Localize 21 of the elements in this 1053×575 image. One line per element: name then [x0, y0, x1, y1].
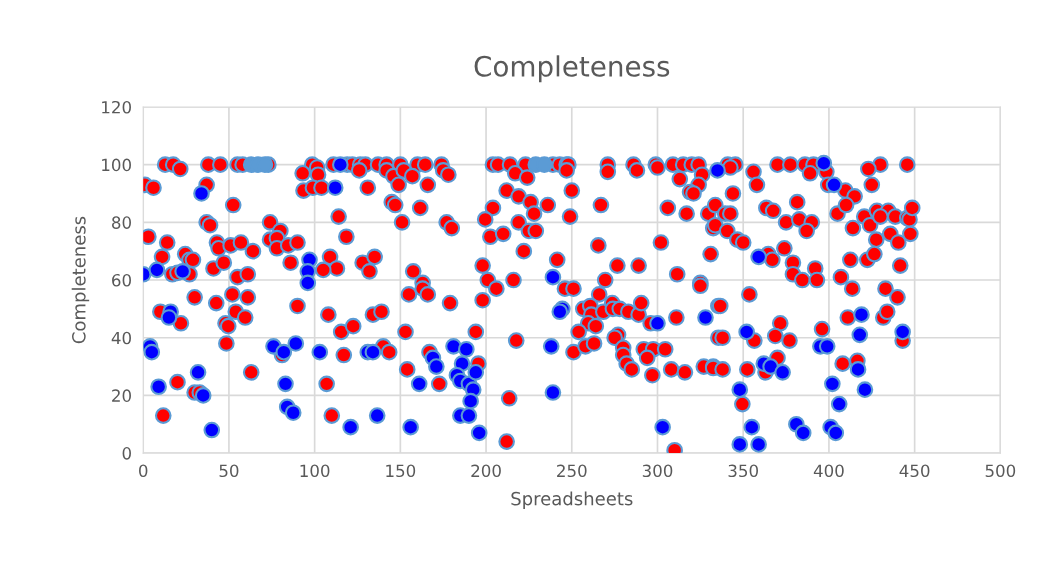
x-tick-label: 50: [219, 464, 239, 478]
y-tick-label: 60: [112, 273, 131, 287]
x-tick-label: 500: [985, 464, 1016, 478]
x-tick-label: 100: [300, 464, 330, 478]
x-tick-label: 250: [557, 464, 587, 478]
x-tick-label: 450: [899, 464, 930, 478]
x-tick-label: 300: [642, 464, 673, 478]
x-tick-label: 0: [139, 464, 148, 478]
x-tick-label: 350: [728, 464, 759, 478]
x-tick-label: 200: [471, 464, 501, 478]
y-tick-label: 100: [102, 158, 131, 172]
x-tick-label: 400: [813, 464, 844, 478]
y-axis-title: Completeness: [71, 216, 90, 344]
y-tick-label: 0: [122, 447, 131, 460]
x-axis-title: Spreadsheets: [511, 491, 633, 509]
y-tick-label: 40: [111, 331, 131, 345]
y-tick-label: 120: [102, 100, 131, 114]
y-tick-label: 20: [112, 389, 131, 402]
chart-title: Completeness: [474, 55, 670, 83]
y-tick-label: 80: [112, 216, 131, 229]
x-tick-label: 150: [386, 464, 416, 478]
